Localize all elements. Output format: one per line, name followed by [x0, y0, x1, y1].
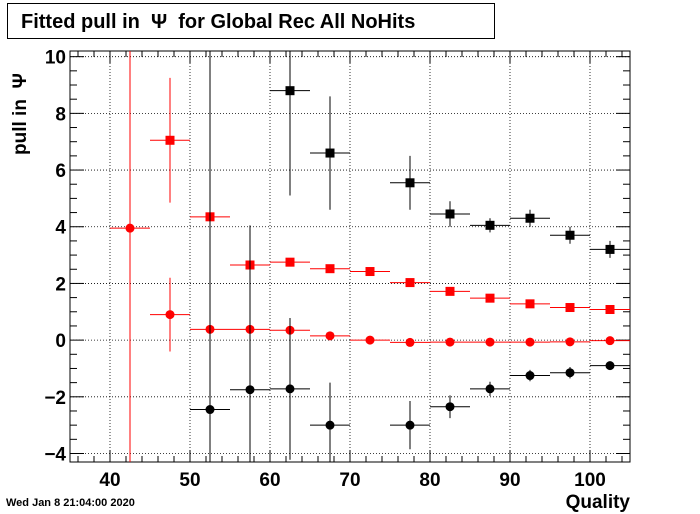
circle-marker: [445, 337, 455, 347]
circle-marker: [525, 371, 535, 381]
chart-title: Fitted pull in Ψ for Global Rec All NoHi…: [21, 11, 416, 33]
square-marker: [365, 267, 375, 277]
square-marker: [285, 86, 295, 96]
circle-marker: [165, 310, 175, 320]
square-marker: [605, 305, 615, 315]
square-marker: [565, 230, 575, 240]
circle-marker: [485, 337, 495, 347]
square-marker: [445, 209, 455, 219]
y-tick-label: 2: [55, 274, 66, 295]
square-marker: [565, 303, 575, 313]
y-axis-label: pull in Ψ: [10, 73, 31, 155]
square-marker: [325, 148, 335, 158]
x-tick-label: 60: [259, 470, 280, 491]
square-marker: [405, 278, 415, 288]
square-marker: [445, 286, 455, 296]
square-marker: [485, 220, 495, 230]
circle-marker: [325, 420, 335, 430]
title-box: Fitted pull in Ψ for Global Rec All NoHi…: [7, 3, 495, 39]
y-tick-label: −4: [44, 444, 66, 465]
x-tick-label: 100: [574, 470, 606, 491]
y-tick-label: 6: [55, 161, 66, 182]
square-marker: [285, 257, 295, 267]
circle-marker: [365, 335, 375, 345]
circle-marker: [405, 420, 415, 430]
circle-marker: [245, 385, 255, 395]
square-marker: [165, 135, 175, 145]
x-axis-label: Quality: [565, 492, 630, 513]
circle-marker: [445, 402, 455, 412]
circle-marker: [565, 368, 575, 378]
circle-marker: [525, 337, 535, 347]
square-marker: [405, 178, 415, 188]
square-marker: [525, 213, 535, 223]
circle-marker: [405, 337, 415, 347]
timestamp: Wed Jan 8 21:04:00 2020: [6, 497, 135, 509]
circle-marker: [485, 384, 495, 394]
y-tick-label: 10: [45, 48, 66, 69]
x-tick-label: 90: [499, 470, 520, 491]
y-tick-label: −2: [44, 388, 66, 409]
circle-marker: [605, 361, 615, 371]
circle-marker: [565, 337, 575, 347]
plot-frame: [69, 50, 631, 463]
x-tick-label: 40: [99, 470, 120, 491]
square-marker: [605, 244, 615, 254]
x-tick-label: 80: [419, 470, 440, 491]
square-marker: [325, 264, 335, 274]
y-tick-label: 8: [55, 104, 66, 125]
square-marker: [525, 299, 535, 309]
y-tick-label: 0: [55, 331, 66, 352]
circle-marker: [325, 331, 335, 341]
y-tick-label: 4: [55, 218, 66, 239]
x-tick-label: 70: [339, 470, 360, 491]
x-tick-label: 50: [179, 470, 200, 491]
circle-marker: [285, 384, 295, 394]
circle-marker: [605, 336, 615, 346]
circle-marker: [205, 405, 215, 415]
circle-marker: [125, 223, 135, 233]
square-marker: [485, 293, 495, 303]
